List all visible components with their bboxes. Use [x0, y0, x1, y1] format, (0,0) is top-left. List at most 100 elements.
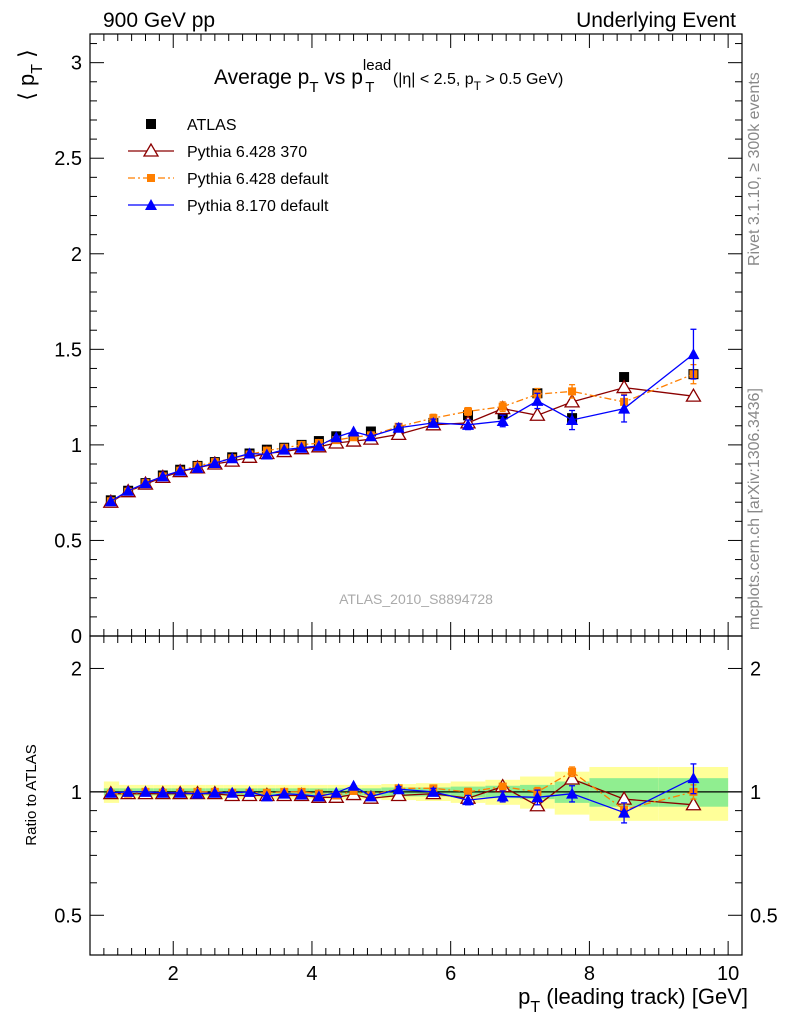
marker-open-triangle — [142, 142, 160, 157]
marker-triangle — [496, 790, 509, 802]
y-axis-label-text: ⟨ pT ⟩ — [14, 49, 46, 100]
x-axis-label-part: T — [530, 999, 540, 1016]
marker-square — [464, 787, 473, 796]
marker-triangle — [139, 477, 152, 489]
main-series-line — [110, 353, 694, 502]
marker-open-triangle — [563, 770, 581, 785]
ratio-y-tick-label: 2 — [71, 658, 82, 680]
marker-square — [146, 119, 156, 129]
chart-title-part: T — [309, 79, 318, 96]
header-right-label: Underlying Event — [576, 9, 736, 32]
chart-title-part: (|η| < 2.5, p — [388, 71, 473, 88]
ratio-y-tick-label: 1 — [71, 782, 82, 804]
marker-triangle — [156, 470, 169, 482]
marker-triangle — [156, 786, 169, 798]
legend: ATLAS Pythia 6.428 370 Pythia 6.428 defaul… — [128, 117, 329, 215]
marker-triangle — [427, 785, 440, 797]
marker-triangle — [618, 402, 631, 414]
chart-title-part: T — [474, 79, 482, 93]
main-series-line — [110, 373, 694, 502]
marker-square — [464, 407, 473, 416]
y-tick-label: 3 — [71, 53, 82, 75]
marker-triangle — [122, 785, 135, 797]
marker-triangle — [122, 484, 135, 496]
marker-triangle — [687, 348, 700, 360]
marker-triangle — [312, 439, 325, 451]
ratio-y-tick-label-right: 1 — [750, 782, 761, 804]
legend-label: ATLAS — [187, 117, 237, 134]
ratio-frame — [89, 635, 743, 956]
chart-title-part: T — [365, 79, 374, 96]
marker-triangle — [364, 790, 377, 802]
analysis-watermark: ATLAS_2010_S8894728 — [339, 591, 493, 607]
x-tick-label: 10 — [717, 963, 739, 985]
marker-open-triangle — [615, 379, 633, 394]
main-series-pythia-8-170-default — [104, 328, 700, 507]
marker-triangle — [687, 772, 700, 784]
marker-triangle — [427, 416, 440, 428]
y-tick-label: 0 — [71, 626, 82, 648]
marker-square — [497, 409, 508, 420]
chart-title-part: lead — [363, 57, 391, 74]
marker-triangle — [243, 785, 256, 797]
marker-triangle — [226, 452, 239, 464]
marker-square — [498, 782, 507, 791]
x-tick-label: 2 — [168, 963, 179, 985]
ratio-y-tick-label-right: 2 — [750, 658, 761, 680]
x-tick-label: 6 — [445, 963, 456, 985]
x-ticks: 2 4 6 8 10 — [103, 34, 739, 985]
marker-triangle — [618, 806, 631, 818]
marker-triangle — [278, 787, 291, 799]
main-series-line — [110, 386, 694, 503]
marker-triangle — [243, 447, 256, 459]
y-tick-label: 2 — [71, 244, 82, 266]
marker-triangle — [104, 495, 117, 507]
marker-triangle — [364, 430, 377, 442]
marker-triangle — [566, 414, 579, 426]
ratio-y-axis-label: Ratio to ATLAS — [23, 744, 40, 845]
chart-title-part: > 0.5 GeV) — [481, 71, 563, 88]
marker-triangle — [295, 441, 308, 453]
marker-triangle — [462, 418, 475, 430]
marker-triangle — [104, 786, 117, 798]
header-left-label: 900 GeV pp — [103, 9, 216, 32]
marker-triangle — [462, 794, 475, 806]
x-axis-label-part: p — [518, 984, 530, 1009]
main-y-ticks: 0 0.5 1 1.5 2 2.5 3 — [54, 43, 742, 648]
marker-triangle — [191, 461, 204, 473]
marker-triangle — [392, 783, 405, 795]
marker-triangle — [260, 790, 273, 802]
marker-triangle — [566, 787, 579, 799]
legend-label: Pythia 6.428 370 — [187, 144, 307, 161]
marker-triangle — [139, 785, 152, 797]
marker-triangle — [226, 786, 239, 798]
marker-square — [349, 786, 358, 795]
marker-triangle — [531, 394, 544, 406]
main-y-axis-label: ⟨ pT ⟩ — [14, 49, 46, 100]
chart-title: Average pT vs plead T (|η| < 2.5, pT > 0.… — [214, 57, 563, 96]
x-axis-label-part: (leading track) [GeV] — [540, 984, 748, 1009]
marker-triangle — [191, 787, 204, 799]
ratio-y-ticks: 0.5 0.5 1 1 2 2 — [54, 658, 778, 927]
marker-triangle — [496, 415, 509, 426]
marker-square — [349, 433, 358, 442]
marker-triangle — [145, 199, 157, 210]
marker-open-triangle — [390, 787, 407, 802]
y-tick-label: 1.5 — [54, 339, 82, 361]
legend-label: Pythia 8.170 default — [187, 198, 329, 215]
marker-triangle — [330, 786, 343, 798]
marker-square — [147, 174, 155, 182]
ratio-series-pythia-8-170-default — [104, 763, 700, 824]
marker-open-triangle — [685, 387, 702, 402]
marker-triangle — [278, 443, 291, 455]
marker-open-triangle — [390, 426, 407, 441]
marker-triangle — [392, 421, 405, 433]
chart-title-part: vs p — [319, 66, 363, 89]
marker-square — [568, 387, 577, 396]
marker-square — [568, 767, 577, 776]
x-tick-label: 4 — [306, 963, 317, 985]
marker-triangle — [531, 791, 544, 803]
marker-open-triangle — [529, 406, 546, 421]
marker-triangle — [208, 457, 221, 469]
